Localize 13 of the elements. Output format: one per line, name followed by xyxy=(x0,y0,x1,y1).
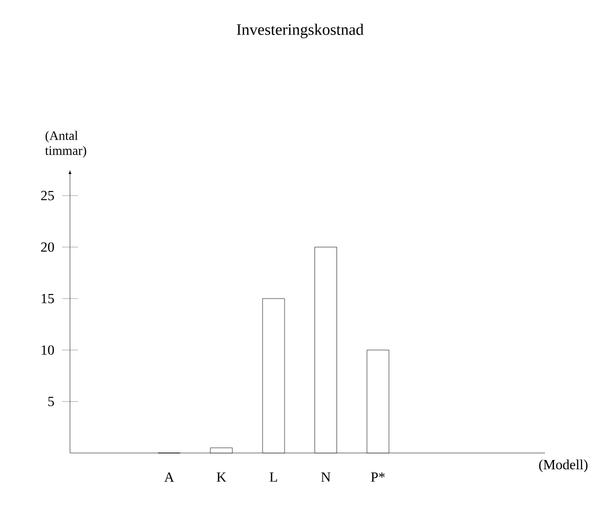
y-tick-label: 10 xyxy=(42,345,54,355)
y-tick-label: 5 xyxy=(48,396,54,406)
text: (Modell) xyxy=(539,460,588,472)
chart-title: Investeringskostnad xyxy=(236,24,364,38)
y-tick-label: 20 xyxy=(41,242,54,252)
y-tick-label: 25 xyxy=(41,190,54,200)
y-tick-label: 15 xyxy=(42,294,54,304)
x-tick-label: A xyxy=(164,472,174,482)
x-tick-label: N xyxy=(321,472,330,482)
x-tick-label: L xyxy=(270,472,277,482)
y-axis-title: (Antal timmar) xyxy=(45,130,86,158)
x-tick-label: K xyxy=(216,472,226,482)
x-tick-label: P* xyxy=(371,472,385,482)
